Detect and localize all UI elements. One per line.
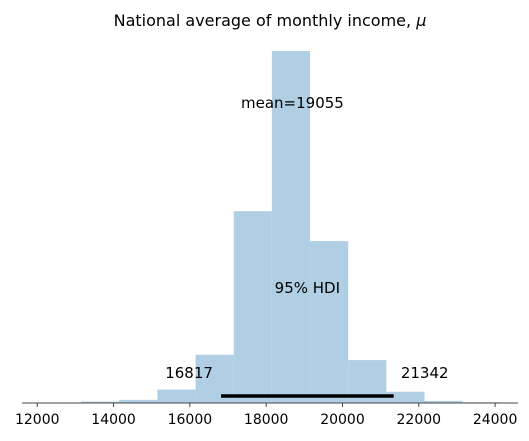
histogram-bar: [386, 391, 425, 403]
x-tick-label: 14000: [91, 412, 136, 428]
hdi-label: 95% HDI: [275, 279, 340, 297]
histogram-bar: [119, 399, 158, 403]
x-tick-label: 18000: [244, 412, 289, 428]
x-tick-label: 20000: [320, 412, 365, 428]
histogram-bar: [157, 389, 196, 403]
x-tick-label: 12000: [15, 412, 60, 428]
hdi-high-label: 21342: [401, 364, 449, 382]
histogram-bar: [310, 241, 349, 403]
x-tick-label: 16000: [168, 412, 213, 428]
histogram-bar: [81, 401, 120, 403]
annotations: mean=19055 95% HDI 16817 21342: [165, 94, 449, 398]
histogram-bar: [271, 51, 311, 403]
histogram-bar: [233, 211, 272, 403]
chart-title: National average of monthly income, μ: [114, 11, 427, 30]
hdi-low-label: 16817: [165, 364, 213, 382]
x-tick-label: 24000: [473, 412, 518, 428]
mean-label: mean=19055: [241, 94, 344, 112]
histogram-bar: [424, 400, 463, 403]
x-tick-label: 22000: [397, 412, 442, 428]
x-axis: 12000 14000 16000 18000 20000 22000 24000: [15, 402, 518, 428]
